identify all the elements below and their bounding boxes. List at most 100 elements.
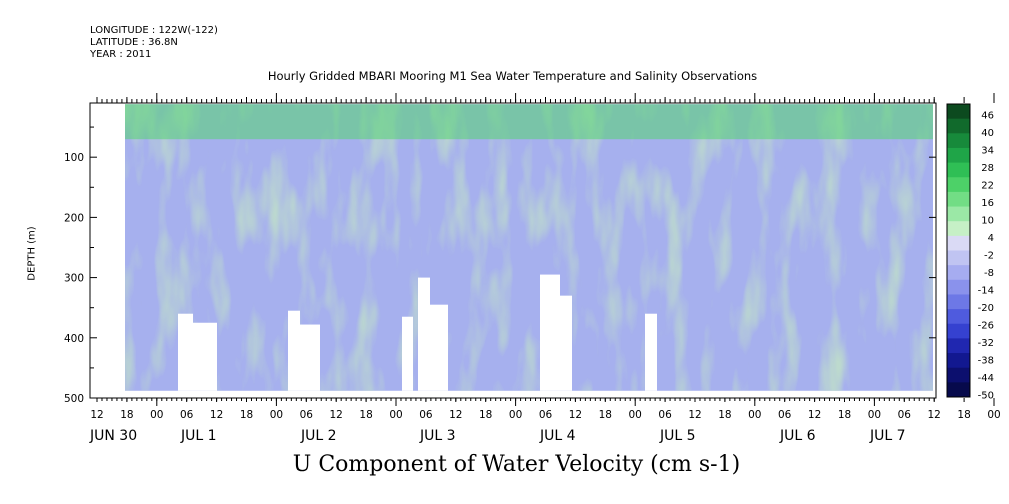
x-hour-label: 18 bbox=[120, 409, 133, 421]
x-hour-label: 00 bbox=[509, 409, 522, 421]
y-tick-label: 200 bbox=[64, 212, 84, 224]
colorbar-label: -26 bbox=[978, 321, 994, 332]
x-hour-label: 06 bbox=[658, 409, 672, 421]
colorbar-swatch bbox=[947, 367, 970, 383]
x-hour-label: 12 bbox=[688, 409, 701, 421]
masked-region bbox=[540, 274, 560, 391]
masked-region bbox=[288, 310, 300, 391]
y-tick-label: 400 bbox=[64, 333, 84, 345]
x-hour-label: 18 bbox=[240, 409, 253, 421]
colorbar-swatch bbox=[947, 353, 970, 369]
x-hour-label: 18 bbox=[718, 409, 731, 421]
x-hour-label: 18 bbox=[599, 409, 612, 421]
x-day-label: JUN 30 bbox=[89, 428, 137, 444]
x-hour-label: 18 bbox=[957, 409, 970, 421]
x-hour-label: 06 bbox=[300, 409, 314, 421]
colorbar-swatch bbox=[947, 382, 970, 398]
x-hour-label: 12 bbox=[569, 409, 582, 421]
colorbar-label: -50 bbox=[978, 391, 994, 402]
colorbar-swatch bbox=[947, 177, 970, 193]
x-hour-label: 12 bbox=[928, 409, 941, 421]
plot-area bbox=[125, 104, 933, 391]
colorbar-label: -8 bbox=[984, 268, 994, 279]
colorbar-swatch bbox=[947, 104, 970, 120]
masked-region bbox=[402, 316, 413, 391]
colorbar-label: 16 bbox=[981, 198, 994, 209]
masked-region bbox=[300, 324, 320, 391]
longitude-label: LONGITUDE : 122W(-122) bbox=[90, 25, 218, 36]
masked-region bbox=[645, 313, 657, 391]
x-hour-label: 12 bbox=[210, 409, 223, 421]
x-hour-label: 18 bbox=[838, 409, 851, 421]
y-tick-label: 500 bbox=[64, 393, 84, 405]
colorbar: 46 40 34 28 22 16 10 4 -2 -8 -14 -20 -26 -32 -38 -44 -50 bbox=[946, 103, 994, 402]
colorbar-label: 22 bbox=[981, 181, 994, 192]
masked-region bbox=[178, 313, 193, 391]
colorbar-label: -2 bbox=[984, 251, 994, 262]
y-tick-label: 100 bbox=[64, 152, 84, 164]
colorbar-swatch bbox=[947, 118, 970, 134]
colorbar-label: 10 bbox=[981, 216, 994, 227]
colorbar-label: -20 bbox=[978, 303, 994, 314]
x-hour-label: 06 bbox=[419, 409, 433, 421]
x-hour-label: 00 bbox=[389, 409, 402, 421]
x-hour-label: 00 bbox=[150, 409, 163, 421]
colorbar-swatch bbox=[947, 265, 970, 281]
colorbar-swatch bbox=[947, 309, 970, 325]
masked-region bbox=[430, 304, 448, 391]
x-hour-label: 12 bbox=[449, 409, 462, 421]
colorbar-swatch bbox=[947, 206, 970, 222]
colorbar-label: 28 bbox=[981, 163, 994, 174]
x-day-label: JUL 5 bbox=[659, 428, 696, 444]
x-hour-label: 00 bbox=[987, 409, 1000, 421]
x-hour-label: 00 bbox=[868, 409, 881, 421]
x-hour-label: 12 bbox=[808, 409, 821, 421]
year-label: YEAR : 2011 bbox=[90, 49, 152, 60]
colorbar-label: 4 bbox=[988, 233, 994, 244]
colorbar-frame bbox=[946, 103, 971, 398]
x-hour-label: 06 bbox=[778, 409, 792, 421]
colorbar-swatch bbox=[947, 250, 970, 266]
x-day-label: JUL 1 bbox=[180, 428, 217, 444]
masked-region bbox=[418, 277, 430, 391]
plot-frame bbox=[89, 102, 937, 399]
chart-title: Hourly Gridded MBARI Mooring M1 Sea Wate… bbox=[267, 69, 758, 83]
x-axis-label: U Component of Water Velocity (cm s-1) bbox=[292, 452, 741, 477]
x-hour-label: 18 bbox=[479, 409, 492, 421]
colorbar-label: 46 bbox=[981, 111, 994, 122]
colorbar-swatch bbox=[947, 323, 970, 339]
colorbar-swatch bbox=[947, 279, 970, 295]
x-hour-label: 06 bbox=[898, 409, 912, 421]
x-hour-label: 00 bbox=[748, 409, 761, 421]
x-hour-label: 06 bbox=[180, 409, 194, 421]
masked-region bbox=[193, 322, 217, 391]
masked-region bbox=[560, 295, 572, 391]
colorbar-swatch bbox=[947, 162, 970, 178]
colorbar-label: 40 bbox=[981, 128, 994, 139]
colorbar-swatch bbox=[947, 133, 970, 149]
colorbar-label: -38 bbox=[978, 356, 994, 367]
colorbar-swatch bbox=[947, 338, 970, 354]
x-hour-label: 00 bbox=[629, 409, 642, 421]
y-tick-label: 300 bbox=[64, 273, 84, 285]
latitude-label: LATITUDE : 36.8N bbox=[90, 37, 178, 48]
x-hour-label: 06 bbox=[539, 409, 553, 421]
x-day-label: JUL 7 bbox=[869, 428, 906, 444]
surface-band bbox=[125, 104, 933, 140]
x-day-label: JUL 4 bbox=[539, 428, 576, 444]
x-hour-label: 12 bbox=[330, 409, 343, 421]
colorbar-label: -32 bbox=[978, 338, 994, 349]
x-hour-label: 12 bbox=[90, 409, 103, 421]
colorbar-label: 34 bbox=[981, 146, 994, 157]
heatmap-green-patches bbox=[125, 104, 933, 391]
x-day-label: JUL 3 bbox=[419, 428, 456, 444]
x-day-label: JUL 6 bbox=[779, 428, 816, 444]
x-hour-label: 00 bbox=[270, 409, 283, 421]
colorbar-swatch bbox=[947, 191, 970, 208]
colorbar-label: -14 bbox=[978, 286, 994, 297]
colorbar-label: -44 bbox=[978, 373, 994, 384]
colorbar-swatch bbox=[947, 221, 970, 237]
colorbar-swatch bbox=[947, 147, 970, 164]
